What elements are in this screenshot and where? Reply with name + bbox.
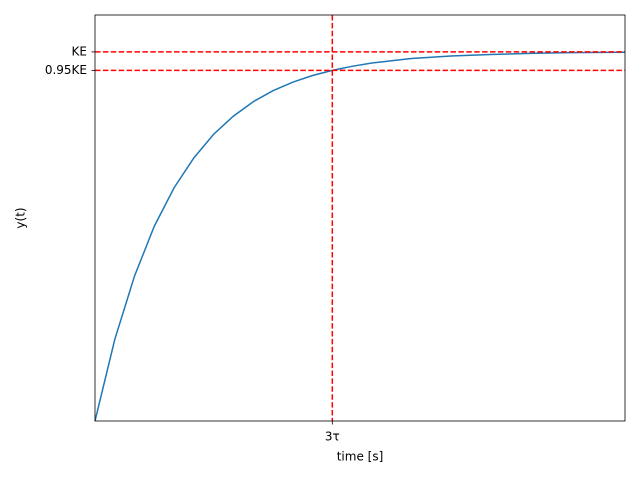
x-axis-label: time [s] <box>337 450 384 464</box>
y-tick-label: 0.95KE <box>45 63 87 77</box>
y-tick-label: KE <box>72 44 87 58</box>
y-axis-label: y(t) <box>14 207 28 228</box>
data-line <box>94 51 626 422</box>
axes-frame <box>94 14 626 422</box>
x-tick-label: 3τ <box>325 430 340 444</box>
